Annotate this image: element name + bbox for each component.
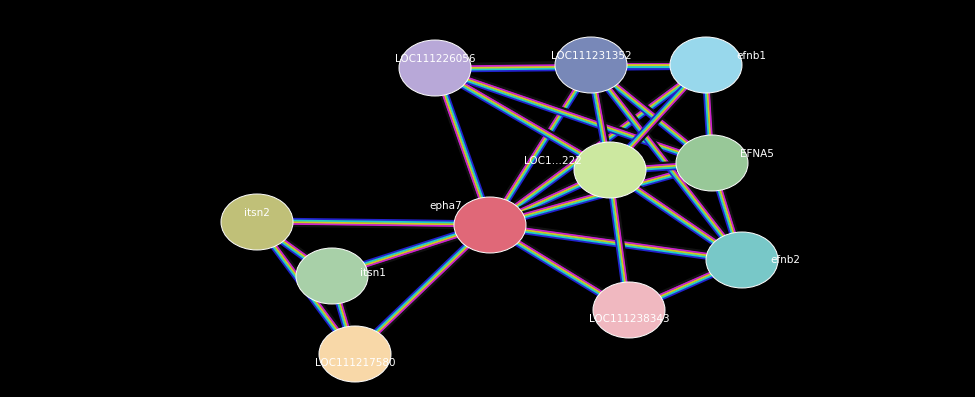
Ellipse shape (676, 135, 748, 191)
Ellipse shape (221, 194, 293, 250)
Text: LOC1…222: LOC1…222 (525, 156, 582, 166)
Text: epha7: epha7 (429, 201, 462, 211)
Ellipse shape (555, 37, 627, 93)
Ellipse shape (399, 40, 471, 96)
Text: LOC111231352: LOC111231352 (551, 51, 632, 61)
Ellipse shape (574, 142, 646, 198)
Text: LOC111217580: LOC111217580 (315, 358, 395, 368)
Ellipse shape (593, 282, 665, 338)
Text: efnb1: efnb1 (736, 51, 766, 61)
Ellipse shape (296, 248, 368, 304)
Text: LOC111226056: LOC111226056 (395, 54, 475, 64)
Ellipse shape (319, 326, 391, 382)
Text: itsn1: itsn1 (360, 268, 386, 278)
Ellipse shape (670, 37, 742, 93)
Ellipse shape (706, 232, 778, 288)
Text: efnb2: efnb2 (770, 255, 800, 265)
Text: LOC111238343: LOC111238343 (589, 314, 669, 324)
Ellipse shape (454, 197, 526, 253)
Text: EFNA5: EFNA5 (740, 149, 774, 159)
Text: itsn2: itsn2 (244, 208, 270, 218)
